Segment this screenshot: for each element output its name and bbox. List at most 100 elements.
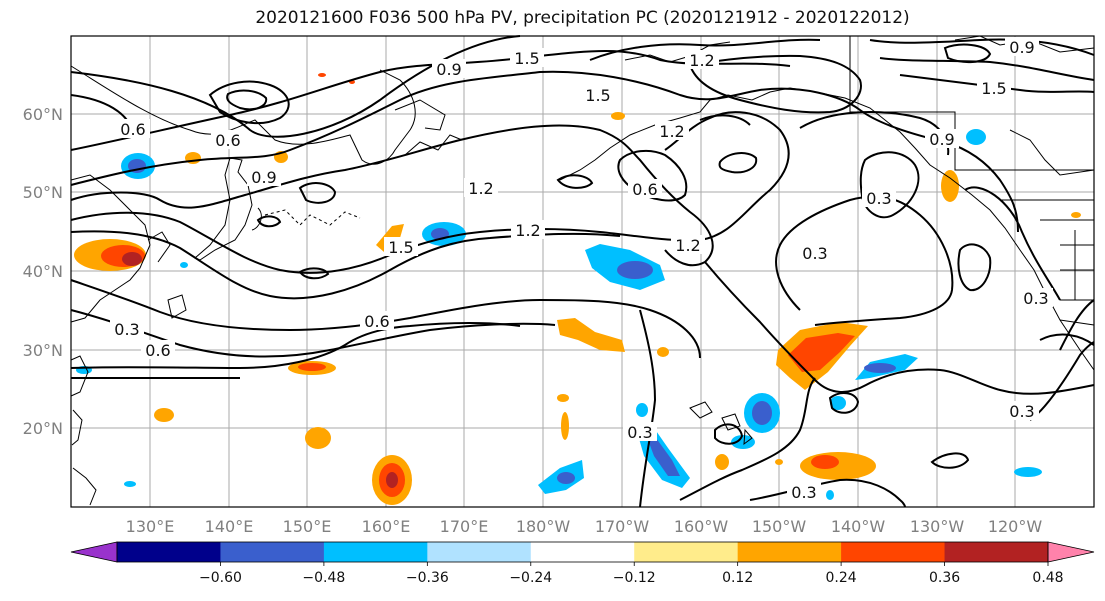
coastline	[404, 134, 463, 156]
precip-blob	[318, 73, 326, 77]
colorbar-segment	[117, 542, 221, 562]
pv-contour-label: 0.6	[632, 180, 657, 199]
lat-label: 40°N	[23, 262, 63, 281]
coastlines	[70, 35, 1095, 506]
precip-blob	[648, 438, 680, 476]
precip-blob	[557, 318, 625, 352]
pv-label-bg	[247, 167, 281, 186]
colorbar-tick-label: −0.36	[406, 570, 449, 586]
pv-contour-label: 0.6	[120, 120, 145, 139]
pv-contour-label: 0.3	[866, 189, 891, 208]
pv-label-bg	[510, 48, 544, 67]
boundaries	[849, 36, 1095, 326]
colorbar-tick-label: −0.60	[199, 570, 242, 586]
precip-blob	[1071, 212, 1081, 218]
pv-contour	[298, 267, 330, 280]
pv-label-bg	[628, 179, 662, 198]
pv-contour	[714, 423, 744, 445]
colorbar-tick-label: 0.48	[1032, 570, 1063, 586]
precip-blob	[731, 435, 755, 449]
colorbar-segment	[220, 542, 325, 562]
colorbar-segment	[530, 542, 635, 562]
pv-contour-label: 0.9	[929, 130, 954, 149]
colorbar: −0.60 −0.48 −0.36 −0.24 −0.12 0.12 0.24 0.36 0.4…	[70, 541, 1095, 586]
pv-contour-label: 0.9	[1009, 38, 1034, 57]
pv-contour-label: 1.5	[585, 86, 610, 105]
pv-contour-label: 1.2	[468, 179, 493, 198]
colorbar-segment	[323, 542, 428, 562]
lon-label: 170°E	[440, 517, 489, 536]
pv-label-bg	[787, 482, 821, 501]
pv-contour	[589, 38, 821, 61]
pv-label-bg	[623, 422, 657, 441]
graticule	[71, 36, 1094, 507]
pv-contour	[556, 174, 594, 189]
coastline	[70, 174, 151, 323]
pv-contour-label: 0.3	[114, 320, 139, 339]
boundary-line	[1000, 199, 1094, 301]
pv-contour-label: 0.3	[1023, 289, 1048, 308]
coastline	[167, 294, 187, 319]
precip-blob	[657, 347, 669, 357]
pv-contour-label: 1.2	[515, 221, 540, 240]
colorbar-segment	[841, 542, 946, 562]
pv-label-bg	[116, 119, 150, 138]
boundary-line	[849, 36, 1094, 171]
map-frame	[70, 35, 1095, 508]
boundary-line	[1059, 319, 1095, 326]
coastline	[1009, 129, 1095, 176]
lon-label: 180°W	[516, 517, 571, 536]
pv-contour	[943, 43, 992, 64]
lon-label: 150°E	[283, 517, 332, 536]
pv-contour-label: 0.9	[251, 168, 276, 187]
precip-blob	[811, 455, 839, 469]
pv-contour	[957, 243, 992, 292]
pv-contour	[208, 80, 290, 125]
colorbar-tick-label: −0.24	[509, 570, 552, 586]
pv-contour	[617, 149, 688, 202]
coastline	[72, 467, 97, 506]
coastline	[264, 209, 361, 226]
lon-label: 160°E	[362, 517, 411, 536]
pv-contour-label: 0.3	[1009, 402, 1034, 421]
pv-contour	[859, 151, 920, 219]
coastline	[70, 355, 89, 397]
precip-blob	[775, 459, 783, 465]
pv-contour	[930, 452, 970, 469]
pv-label-bg	[511, 220, 545, 239]
pv-contour-label: 0.9	[436, 60, 461, 79]
precip-blob	[788, 333, 855, 372]
colorbar-segment	[944, 542, 1049, 562]
colorbar-tick-label: −0.48	[302, 570, 345, 586]
lon-label: 140°W	[831, 517, 886, 536]
pv-contour-label: 1.2	[675, 236, 700, 255]
precip-blob	[752, 401, 772, 425]
pv-contour-label: 0.3	[802, 244, 827, 263]
precip-blob	[941, 170, 959, 202]
precipitation-shading	[74, 73, 1081, 505]
pv-label-bg	[1019, 288, 1053, 307]
lat-label: 50°N	[23, 183, 63, 202]
pv-label-bg	[464, 178, 498, 197]
pv-contour	[869, 38, 1095, 56]
pv-contour-label: 0.3	[627, 423, 652, 442]
pv-contour	[70, 111, 790, 274]
pv-contour-labels: 1.5 1.2 0.9 1.5 0.6 0.6 0.9 1.2 0.6 1.2 1.2 1.5 1.2 0…	[110, 37, 1053, 502]
pv-contour-label: 1.5	[388, 238, 413, 257]
precip-blob	[864, 363, 896, 373]
colorbar-tick-label: 0.24	[826, 570, 857, 586]
lon-label: 150°W	[752, 517, 807, 536]
pv-contour	[704, 261, 1095, 395]
pv-contour	[689, 54, 862, 114]
pv-label-bg	[671, 235, 705, 254]
lat-label: 60°N	[23, 105, 63, 124]
pv-contour	[298, 182, 337, 204]
coastline	[251, 207, 262, 231]
lat-label: 30°N	[23, 341, 63, 360]
pv-contour	[718, 152, 758, 174]
precip-blob	[800, 452, 876, 480]
precip-blob	[298, 363, 326, 371]
precip-blob	[611, 112, 625, 120]
lon-label: 130°W	[910, 517, 965, 536]
pv-label-bg	[360, 311, 394, 330]
